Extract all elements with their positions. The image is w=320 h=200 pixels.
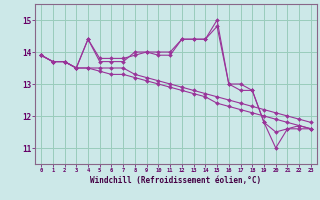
X-axis label: Windchill (Refroidissement éolien,°C): Windchill (Refroidissement éolien,°C) xyxy=(91,176,261,185)
